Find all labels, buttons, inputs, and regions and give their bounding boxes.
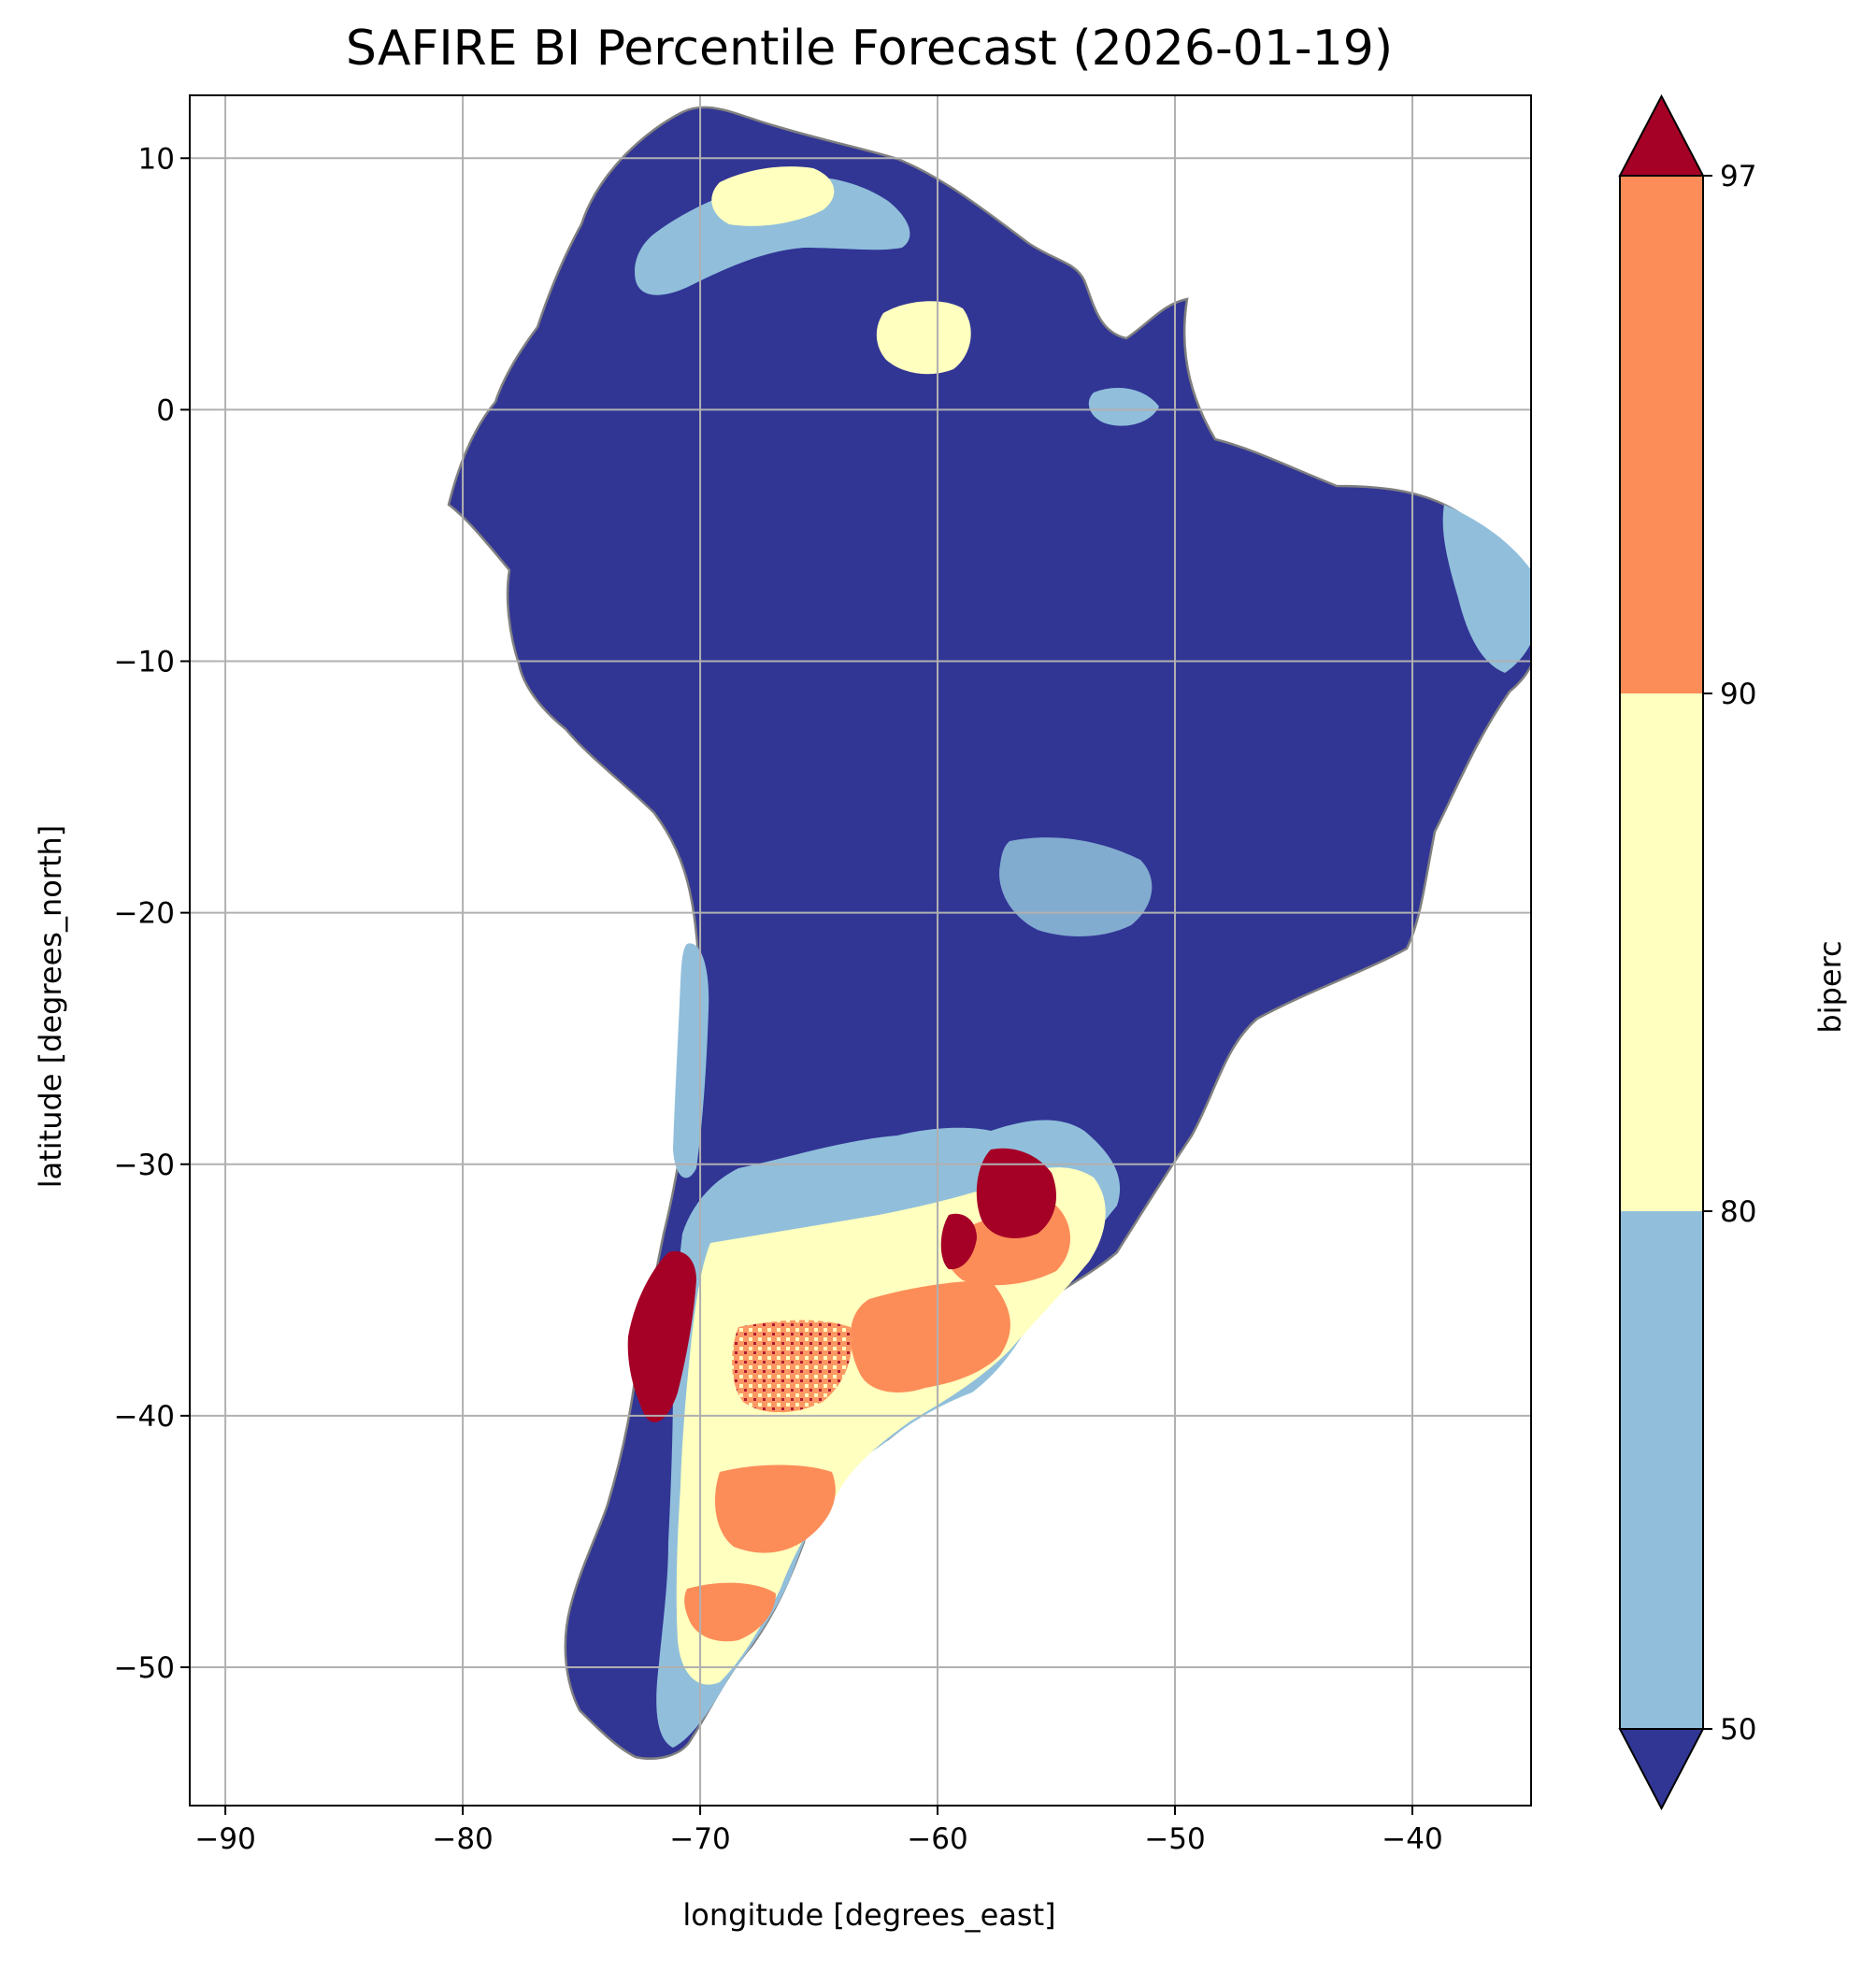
y-tick-label: 10: [138, 142, 175, 176]
axes-frame: [189, 94, 1532, 1807]
colorbar-tick-label: 90: [1720, 678, 1756, 711]
continent-landmass: [447, 106, 1531, 1761]
x-tick-label: −60: [907, 1822, 967, 1856]
region-90-97-santa-cruz: [684, 1582, 776, 1642]
region-80-90-venezuela: [711, 166, 835, 226]
colorbar-tick-label: 80: [1720, 1195, 1756, 1229]
region-90-97-pampas: [850, 1280, 1010, 1393]
y-tick-label: 0: [156, 393, 175, 427]
y-tick-label: −10: [114, 646, 175, 679]
x-tick-label: −80: [432, 1822, 493, 1856]
region-50-80-venezuela: [635, 176, 910, 295]
y-tick-label: −30: [114, 1149, 175, 1182]
y-tick-label: −40: [114, 1400, 175, 1434]
x-axis-label: longitude [degrees_east]: [682, 1897, 1056, 1933]
colorbar-extend-max: [1618, 93, 1705, 177]
colorbar-band: [1620, 693, 1703, 1211]
chart-title: SAFIRE BI Percentile Forecast (2026-01-1…: [345, 21, 1394, 77]
region-50-80-amapa: [1088, 388, 1159, 426]
region-97-uruguay: [976, 1148, 1056, 1238]
region-97-andes: [627, 1250, 696, 1422]
region-50-80-brazil-centre: [999, 837, 1153, 936]
colorbar-label: biperc: [1812, 940, 1848, 1034]
y-axis-label: latitude [degrees_north]: [33, 824, 68, 1189]
x-tick-label: −50: [1144, 1822, 1205, 1856]
x-tick-label: −40: [1382, 1822, 1442, 1856]
colorbar-tick-label: 50: [1720, 1713, 1756, 1747]
colorbar-extend-min: [1618, 1728, 1705, 1811]
colorbar-band: [1620, 1211, 1703, 1729]
region-80-90-roraima: [876, 301, 971, 375]
region-90-97-speckle: [732, 1320, 852, 1413]
y-tick-label: −20: [114, 897, 175, 931]
y-tick-label: −50: [114, 1651, 175, 1685]
region-90-97-chubut: [715, 1464, 836, 1553]
colorbar-band: [1620, 176, 1703, 693]
x-tick-label: −70: [669, 1822, 730, 1856]
colorbar-frame: [1619, 175, 1704, 1730]
region-50-80-northeast: [1442, 505, 1531, 673]
colorbar-tick-label: 97: [1720, 160, 1756, 193]
region-97-entre-rios: [940, 1213, 977, 1270]
x-tick-label: −90: [194, 1822, 255, 1856]
